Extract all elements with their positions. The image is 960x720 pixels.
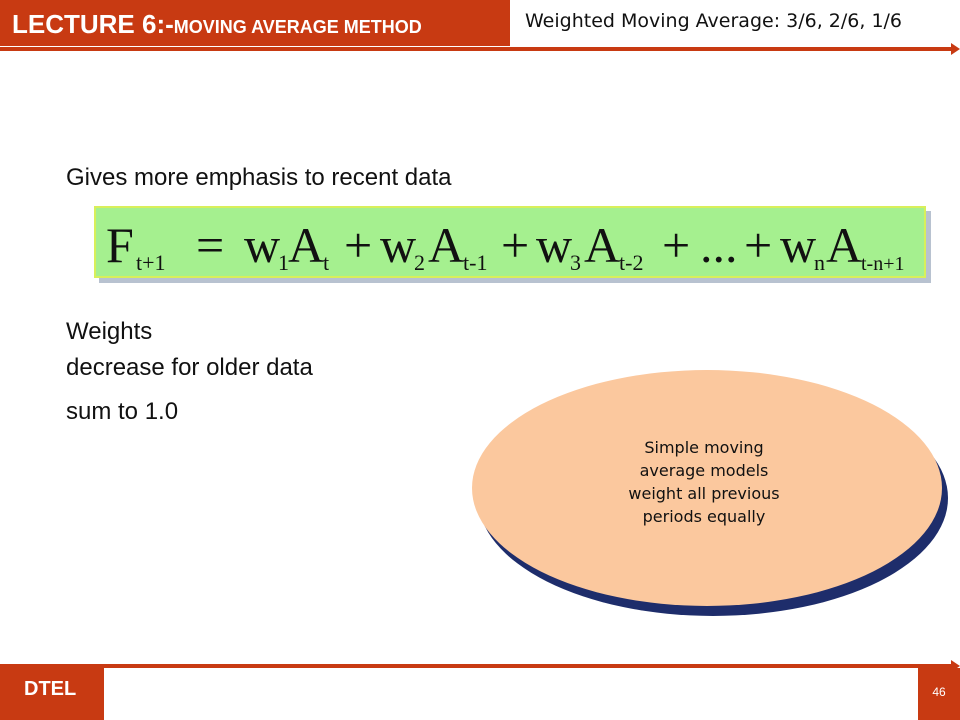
callout-ellipse <box>472 370 942 606</box>
callout-line-2: average models <box>639 461 769 480</box>
formula-weight-3-subscript: 3 <box>570 250 581 275</box>
weights-point-decrease: decrease for older data <box>66 354 313 381</box>
formula-weight-3: w <box>536 217 572 273</box>
lecture-title-banner: LECTURE 6:-MOVING AVERAGE METHOD <box>0 0 510 46</box>
formula-weight-2: w <box>380 217 416 273</box>
formula-actual-n-subscript: t-n+1 <box>861 253 905 275</box>
bottom-divider <box>0 664 952 668</box>
formula-actual-n: A <box>826 217 862 273</box>
weights-point-sum: sum to 1.0 <box>66 398 179 425</box>
formula-lhs: F <box>106 217 134 273</box>
formula-actual-2-subscript: t-1 <box>463 250 487 275</box>
formula-lhs-subscript: t+1 <box>136 250 166 275</box>
formula-actual-1-subscript: t <box>323 250 329 275</box>
slide-subtitle: Weighted Moving Average: 3/6, 2/6, 1/6 <box>525 10 903 32</box>
weighted-average-formula: F t+1 = w 1 A t + w 2 A t-1 + w 3 A t-2 … <box>94 206 926 278</box>
callout-line-1: Simple moving <box>644 438 764 457</box>
footer-page-badge: 46 <box>918 668 960 720</box>
weights-heading: Weights <box>66 318 153 345</box>
footer-org-badge: DTEL <box>0 668 104 720</box>
formula-weight-1-subscript: 1 <box>278 250 289 275</box>
formula-plus-3: + <box>662 217 690 273</box>
formula-equals: = <box>196 217 224 273</box>
callout-line-3: weight all previous <box>628 484 780 503</box>
lecture-title: LECTURE 6:-MOVING AVERAGE METHOD <box>12 9 422 40</box>
formula-weight-2-subscript: 2 <box>414 250 425 275</box>
lecture-number: LECTURE 6:- <box>12 9 174 39</box>
formula-actual-3-subscript: t-2 <box>619 250 643 275</box>
callout-line-4: periods equally <box>642 507 766 526</box>
formula-ellipsis: ... <box>700 217 738 273</box>
formula-actual-2: A <box>428 217 464 273</box>
lecture-topic: MOVING AVERAGE METHOD <box>173 17 422 37</box>
callout-text: Simple moving average models weight all … <box>588 436 820 528</box>
emphasis-text: Gives more emphasis to recent data <box>66 164 452 191</box>
page-number: 46 <box>932 685 946 699</box>
formula-plus-1: + <box>344 217 372 273</box>
top-divider <box>0 47 952 51</box>
formula-actual-3: A <box>584 217 620 273</box>
formula-actual-1: A <box>288 217 324 273</box>
formula-plus-4: + <box>744 217 772 273</box>
footer-org: DTEL <box>24 678 77 700</box>
formula-weight-n-subscript: n <box>814 250 825 275</box>
formula-plus-2: + <box>501 217 529 273</box>
top-divider-arrow-icon <box>951 43 960 55</box>
bottom-divider-arrow-icon <box>951 660 960 672</box>
formula-weight-n: w <box>780 217 816 273</box>
formula-weight-1: w <box>244 217 280 273</box>
